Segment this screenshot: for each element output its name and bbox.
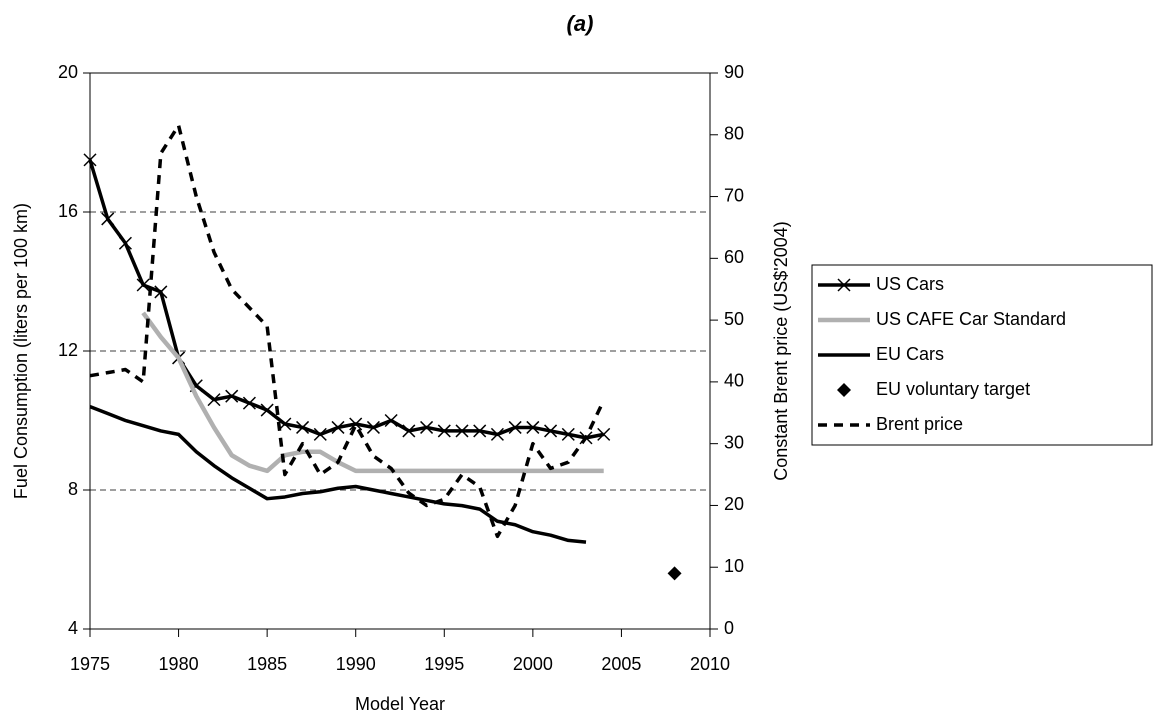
y2-tick-label: 60 bbox=[724, 247, 744, 267]
legend-label: Brent price bbox=[876, 414, 963, 434]
series-marker bbox=[136, 278, 150, 292]
series-marker bbox=[154, 285, 168, 299]
chart-title: (a) bbox=[567, 11, 594, 36]
x-tick-label: 2000 bbox=[513, 654, 553, 674]
y-tick-label: 20 bbox=[58, 62, 78, 82]
legend-label: EU voluntary target bbox=[876, 379, 1030, 399]
series-marker bbox=[101, 212, 115, 226]
y2-axis-label: Constant Brent price (US$'2004) bbox=[771, 221, 791, 481]
series-marker bbox=[667, 566, 682, 581]
series-line bbox=[141, 311, 604, 474]
series-marker bbox=[597, 427, 611, 441]
series-marker bbox=[331, 420, 345, 434]
x-tick-label: 2010 bbox=[690, 654, 730, 674]
y2-tick-label: 30 bbox=[724, 432, 744, 452]
x-tick-label: 1980 bbox=[159, 654, 199, 674]
series-marker bbox=[420, 420, 434, 434]
y-tick-label: 16 bbox=[58, 201, 78, 221]
series-marker bbox=[313, 427, 327, 441]
y2-tick-label: 90 bbox=[724, 62, 744, 82]
series-line bbox=[89, 123, 606, 539]
x-tick-label: 1995 bbox=[424, 654, 464, 674]
legend-label: US CAFE Car Standard bbox=[876, 309, 1066, 329]
legend-label: US Cars bbox=[876, 274, 944, 294]
series-marker bbox=[384, 413, 398, 428]
series-marker bbox=[366, 420, 380, 434]
series-marker bbox=[402, 424, 416, 438]
series-marker bbox=[544, 424, 558, 438]
series-line bbox=[88, 159, 605, 440]
series-marker bbox=[561, 427, 575, 441]
x-tick-label: 1975 bbox=[70, 654, 110, 674]
legend-swatch bbox=[837, 383, 851, 397]
series-marker bbox=[455, 424, 469, 438]
series-marker bbox=[437, 424, 451, 438]
y2-tick-label: 10 bbox=[724, 556, 744, 576]
y2-tick-label: 40 bbox=[724, 371, 744, 391]
series-marker bbox=[83, 153, 97, 167]
x-tick-label: 1985 bbox=[247, 654, 287, 674]
series-marker bbox=[526, 420, 540, 434]
x-tick-label: 2005 bbox=[601, 654, 641, 674]
series-marker bbox=[473, 424, 487, 438]
x-tick-label: 1990 bbox=[336, 654, 376, 674]
series-marker bbox=[242, 396, 256, 410]
y-tick-label: 8 bbox=[68, 479, 78, 499]
series-marker bbox=[349, 417, 363, 431]
legend-swatch bbox=[837, 278, 851, 292]
y-axis-label: Fuel Consumption (liters per 100 km) bbox=[11, 203, 31, 499]
y2-tick-label: 0 bbox=[724, 618, 734, 638]
series-marker bbox=[260, 403, 274, 417]
y2-tick-label: 80 bbox=[724, 124, 744, 144]
x-axis-label: Model Year bbox=[355, 694, 445, 714]
series-marker bbox=[508, 420, 522, 434]
y2-tick-label: 50 bbox=[724, 309, 744, 329]
series-marker bbox=[296, 420, 310, 434]
series-marker bbox=[225, 389, 239, 403]
series-marker bbox=[207, 393, 221, 407]
y-tick-label: 12 bbox=[58, 340, 78, 360]
series-line bbox=[89, 404, 587, 544]
legend-label: EU Cars bbox=[876, 344, 944, 364]
y2-tick-label: 70 bbox=[724, 185, 744, 205]
y2-tick-label: 20 bbox=[724, 494, 744, 514]
series-marker bbox=[118, 236, 132, 250]
series-marker bbox=[490, 427, 504, 441]
y-tick-label: 4 bbox=[68, 618, 78, 638]
